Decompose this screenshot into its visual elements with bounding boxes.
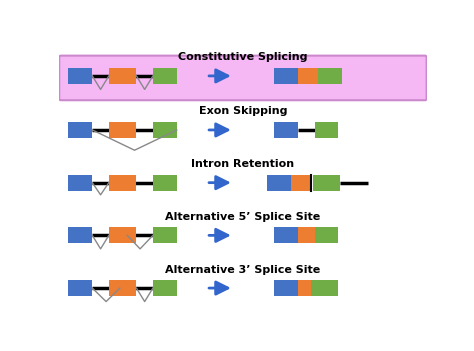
Bar	[313, 174, 340, 191]
Bar	[315, 227, 338, 244]
Bar	[153, 174, 177, 191]
Bar	[109, 280, 137, 296]
Bar	[298, 280, 311, 296]
Bar	[298, 227, 315, 244]
Bar	[318, 68, 342, 84]
Text: Alternative 5’ Splice Site: Alternative 5’ Splice Site	[165, 212, 320, 222]
Bar	[153, 68, 177, 84]
Text: Constitutive Splicing: Constitutive Splicing	[178, 52, 308, 62]
Bar	[109, 68, 137, 84]
Bar	[68, 227, 92, 244]
Bar	[274, 280, 298, 296]
Text: Intron Retention: Intron Retention	[191, 159, 294, 169]
Bar	[267, 174, 291, 191]
Bar	[68, 174, 92, 191]
Bar	[274, 122, 298, 138]
Bar	[109, 227, 137, 244]
Bar	[109, 174, 137, 191]
Bar	[311, 280, 338, 296]
Bar	[298, 68, 318, 84]
Bar	[291, 174, 311, 191]
Bar	[153, 122, 177, 138]
Bar	[274, 68, 298, 84]
Bar	[68, 68, 92, 84]
Text: Exon Skipping: Exon Skipping	[199, 106, 287, 117]
Bar	[315, 122, 338, 138]
Bar	[68, 280, 92, 296]
FancyBboxPatch shape	[59, 55, 427, 100]
Bar	[153, 227, 177, 244]
Bar	[153, 280, 177, 296]
Text: Alternative 3’ Splice Site: Alternative 3’ Splice Site	[165, 265, 320, 274]
Bar	[274, 227, 298, 244]
Bar	[109, 122, 137, 138]
Bar	[68, 122, 92, 138]
